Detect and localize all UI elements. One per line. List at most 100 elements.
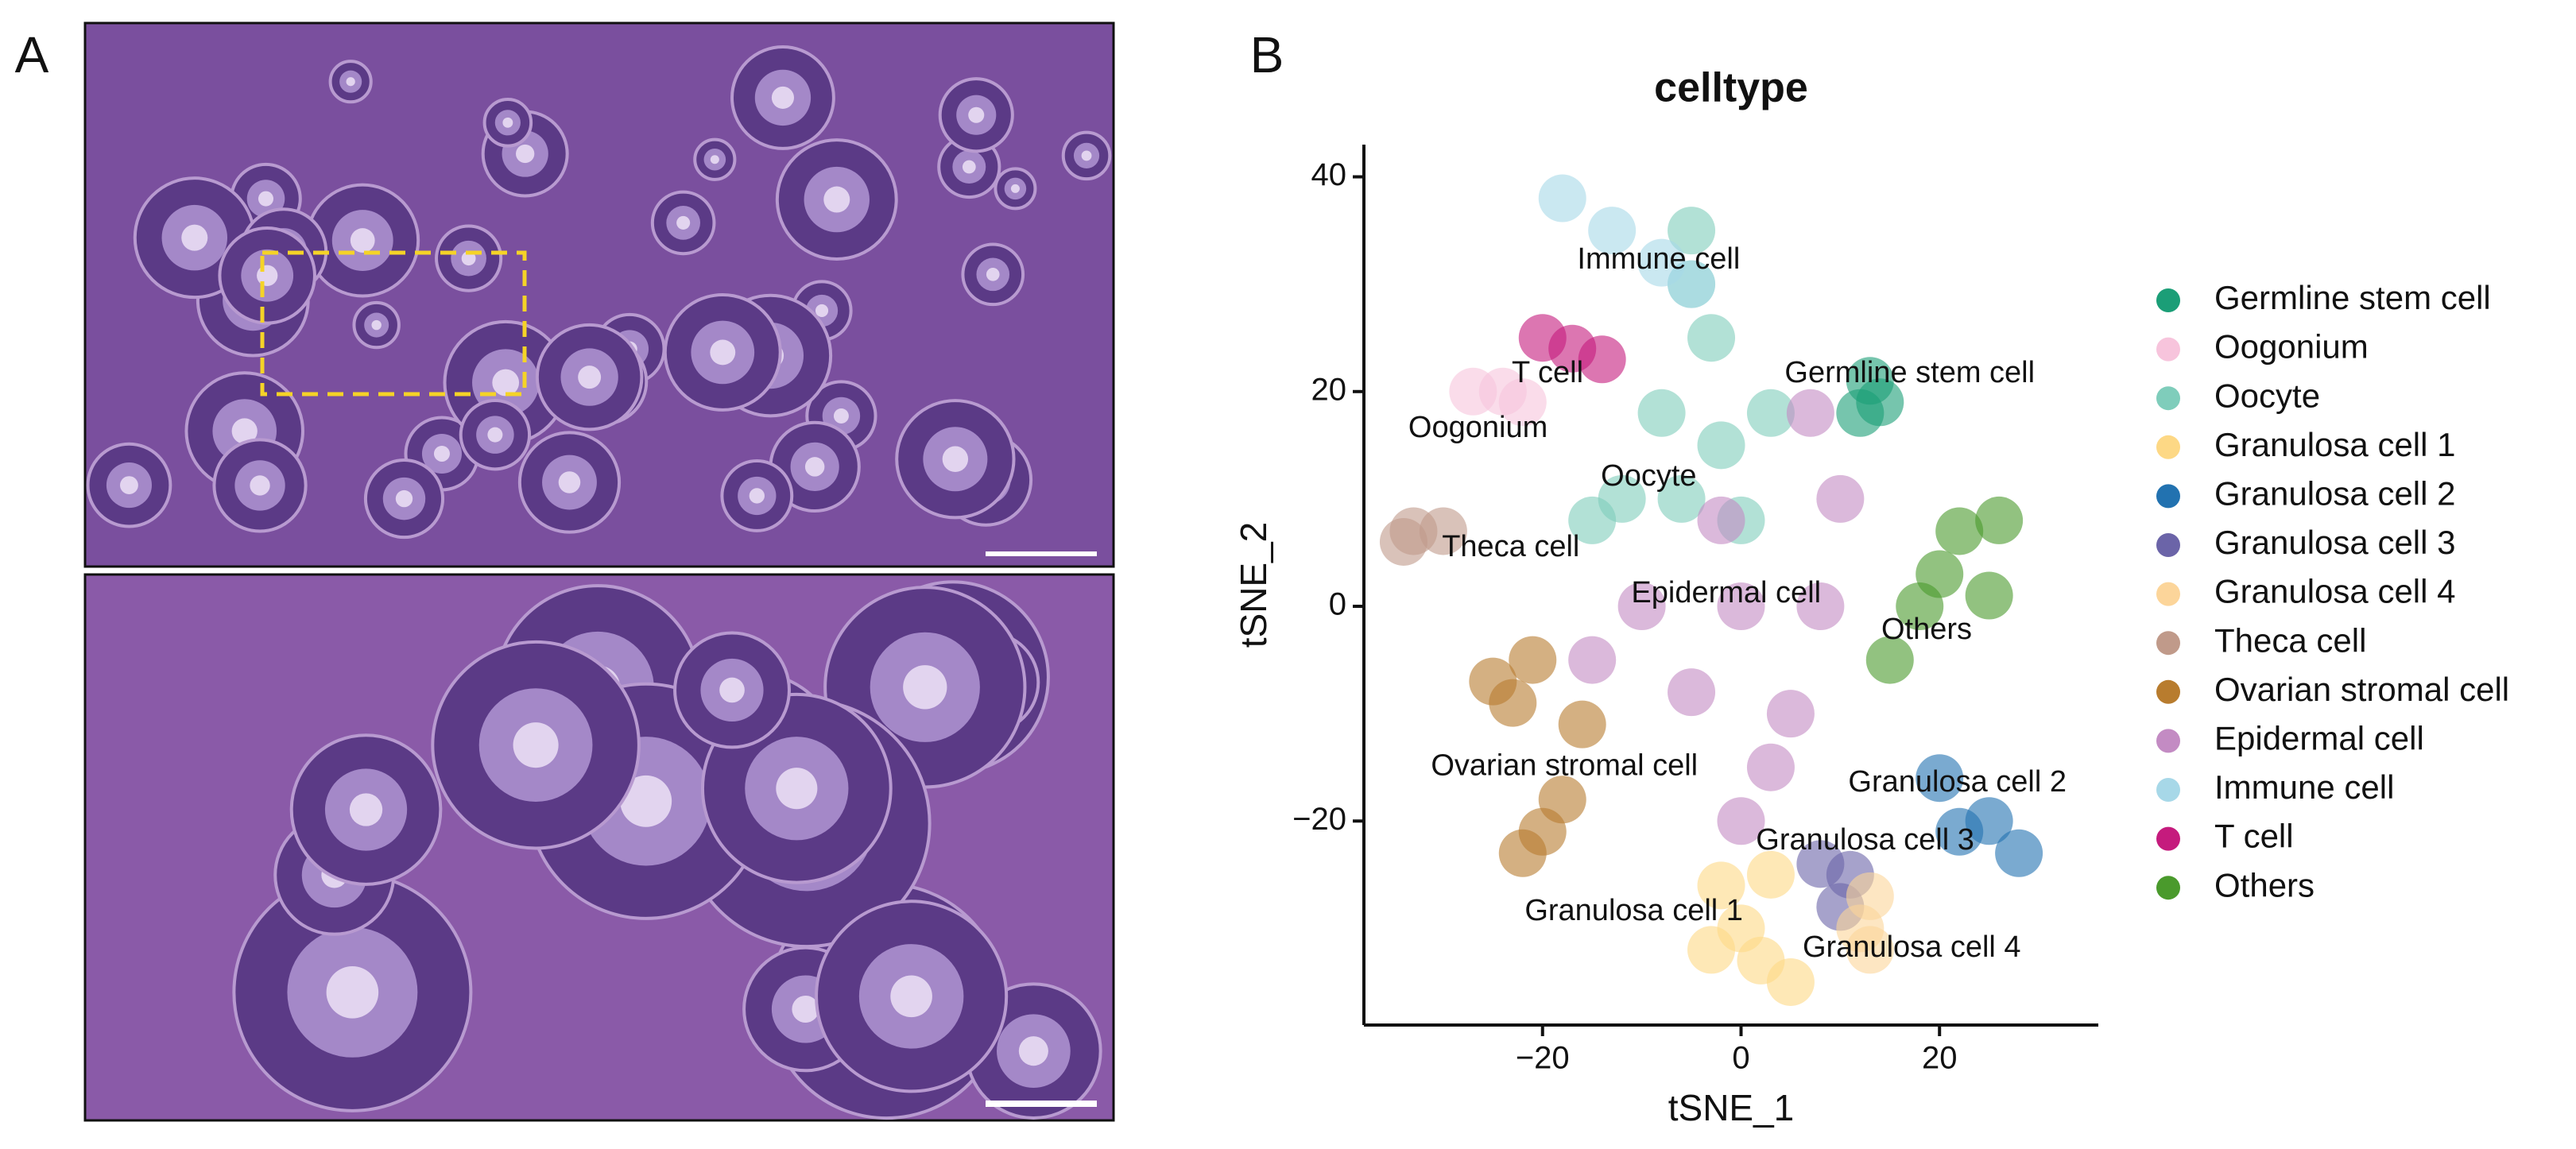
legend-label: Granulosa cell 1 — [2214, 426, 2456, 463]
cluster-label: Ovarian stromal cell — [1431, 749, 1698, 783]
point — [1509, 636, 1557, 684]
legend-label: Others — [2214, 866, 2315, 903]
legend-marker — [2156, 386, 2180, 411]
legend-marker — [2156, 288, 2180, 312]
point — [1568, 636, 1617, 684]
scale-bar — [986, 1101, 1097, 1107]
legend-marker — [2156, 729, 2180, 753]
histology-images — [83, 21, 1115, 1122]
legend-label: Immune cell — [2214, 768, 2394, 806]
point — [1746, 850, 1795, 899]
nucleus — [968, 106, 985, 123]
legend-label: Epidermal cell — [2214, 719, 2424, 756]
nucleus — [719, 677, 745, 703]
point — [1846, 926, 1894, 974]
nucleus — [461, 251, 476, 266]
point — [1995, 829, 2043, 877]
point — [1419, 507, 1467, 555]
point — [1865, 636, 1914, 684]
nucleus — [346, 77, 355, 87]
nucleus — [558, 471, 581, 493]
legend-marker — [2156, 631, 2180, 656]
nucleus — [578, 366, 602, 389]
legend-marker — [2156, 778, 2180, 802]
legend-marker — [2156, 337, 2180, 362]
point — [1746, 743, 1795, 791]
legend-marker — [2156, 484, 2180, 509]
legend-label: Granulosa cell 4 — [2214, 573, 2456, 610]
point — [1836, 389, 1885, 437]
nucleus — [890, 975, 932, 1018]
point — [1916, 550, 1964, 598]
cluster-label: Theca cell — [1442, 530, 1579, 563]
legend-label: Oocyte — [2214, 377, 2320, 414]
nucleus — [326, 966, 379, 1019]
point — [1796, 582, 1845, 631]
panel-label: B — [1250, 26, 1284, 83]
point — [1379, 517, 1427, 566]
nucleus — [792, 995, 819, 1023]
nucleus — [815, 304, 829, 318]
legend-marker — [2156, 876, 2180, 900]
cluster-label: Granulosa cell 4 — [1803, 930, 2021, 964]
cluster-label: Immune cell — [1577, 242, 1740, 276]
legend-label: Granulosa cell 3 — [2214, 524, 2456, 561]
nucleus — [676, 215, 691, 230]
nucleus — [903, 665, 947, 710]
nucleus — [231, 418, 258, 444]
cluster-label: T cell — [1512, 356, 1583, 389]
nucleus — [516, 144, 535, 164]
point — [1916, 754, 1964, 803]
cluster-label: Others — [1881, 613, 1972, 646]
legend-label: Germline stem cell — [2214, 279, 2491, 316]
nucleus — [620, 775, 672, 827]
scatter-points — [1379, 174, 2043, 1006]
point — [1766, 957, 1815, 1006]
cluster-label: Granulosa cell 1 — [1524, 894, 1743, 927]
y-tick-label: 40 — [1311, 157, 1347, 192]
legend-marker — [2156, 679, 2180, 704]
legend-marker — [2156, 826, 2180, 851]
point — [1558, 700, 1606, 749]
point — [1935, 807, 1984, 856]
nucleus — [1018, 1036, 1048, 1066]
point — [1687, 314, 1736, 362]
point — [1668, 668, 1716, 717]
chart-title: celltype — [1654, 65, 1808, 111]
nucleus — [492, 369, 520, 397]
point — [1489, 679, 1537, 727]
nucleus — [804, 457, 825, 477]
nucleus — [181, 224, 208, 251]
legend-marker — [2156, 582, 2180, 606]
point — [1588, 207, 1637, 255]
nucleus — [120, 476, 138, 495]
legend-label: Ovarian stromal cell — [2214, 671, 2509, 708]
cluster-label: Granulosa cell 2 — [1848, 765, 2067, 799]
point — [1717, 582, 1765, 631]
cluster-label: Epidermal cell — [1631, 576, 1821, 609]
nucleus — [749, 488, 765, 504]
cluster-label: Oogonium — [1408, 411, 1548, 444]
point — [1637, 389, 1686, 437]
point — [1965, 571, 2013, 620]
point — [1975, 496, 2024, 544]
legend-label: Theca cell — [2214, 621, 2366, 659]
nucleus — [962, 160, 976, 174]
point — [1846, 872, 1894, 920]
zoom-box — [260, 250, 527, 397]
point — [1816, 474, 1865, 523]
point — [1498, 378, 1547, 427]
panel-label: A — [15, 26, 49, 83]
point — [1697, 496, 1745, 544]
point — [1568, 496, 1617, 544]
nucleus — [371, 319, 382, 331]
point — [1617, 582, 1666, 631]
point — [1668, 260, 1716, 308]
point — [1668, 207, 1716, 255]
cluster-label: Oocyte — [1601, 459, 1696, 493]
nucleus — [250, 475, 270, 496]
point — [1766, 690, 1815, 738]
legend-label: Granulosa cell 2 — [2214, 474, 2456, 512]
